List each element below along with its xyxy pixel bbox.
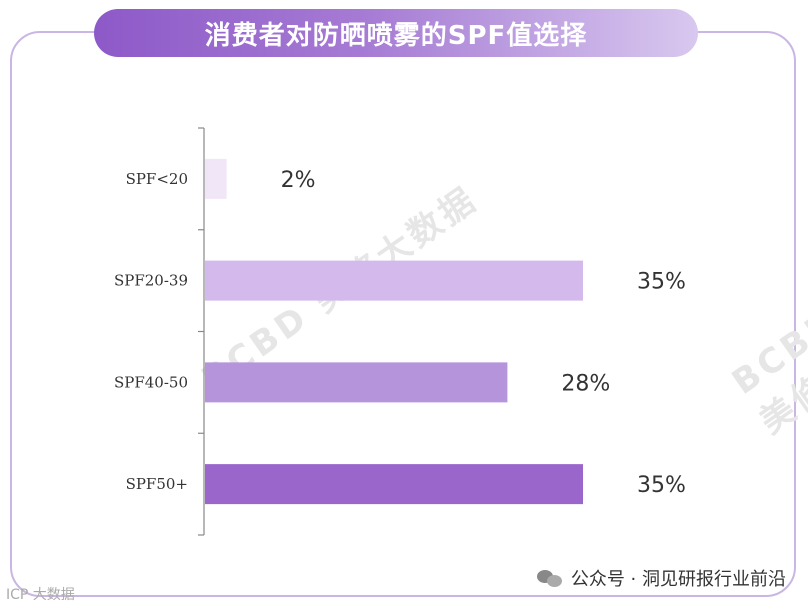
axis-group xyxy=(198,127,205,536)
category-label: SPF50+ xyxy=(126,475,188,493)
wechat-icon xyxy=(536,568,563,588)
value-label: 2% xyxy=(281,168,316,193)
value-label: 35% xyxy=(637,270,686,295)
value-label: 28% xyxy=(561,371,610,396)
labels-group: SPF<20 2% SPF20-39 35% SPF40-50 28% SPF50+ 35% xyxy=(114,168,686,498)
footer-source-text: 公众号 · 洞见研报行业前沿 xyxy=(570,569,786,590)
value-label: 35% xyxy=(637,473,686,498)
category-label: SPF20-39 xyxy=(114,272,188,290)
footer-left-mark: ICP 大数据 xyxy=(6,587,75,603)
bar xyxy=(205,158,227,199)
chart-title: 消费者对防晒喷雾的SPF值选择 xyxy=(204,20,588,51)
bars-group xyxy=(205,158,583,505)
bar xyxy=(205,260,583,301)
bar xyxy=(205,464,583,505)
footer-source: 公众号 · 洞见研报行业前沿 xyxy=(536,565,786,591)
bar xyxy=(205,362,508,403)
category-label: SPF40-50 xyxy=(114,373,188,391)
category-label: SPF<20 xyxy=(126,170,188,188)
title-banner: 消费者对防晒喷雾的SPF值选择 xyxy=(94,9,698,57)
